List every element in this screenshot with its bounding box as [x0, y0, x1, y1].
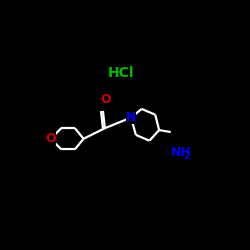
Text: N: N [126, 111, 136, 124]
Text: HCl: HCl [108, 66, 134, 80]
Text: O: O [45, 132, 56, 145]
Text: NH: NH [171, 146, 192, 159]
Text: O: O [100, 93, 111, 106]
Text: 2: 2 [183, 152, 190, 162]
